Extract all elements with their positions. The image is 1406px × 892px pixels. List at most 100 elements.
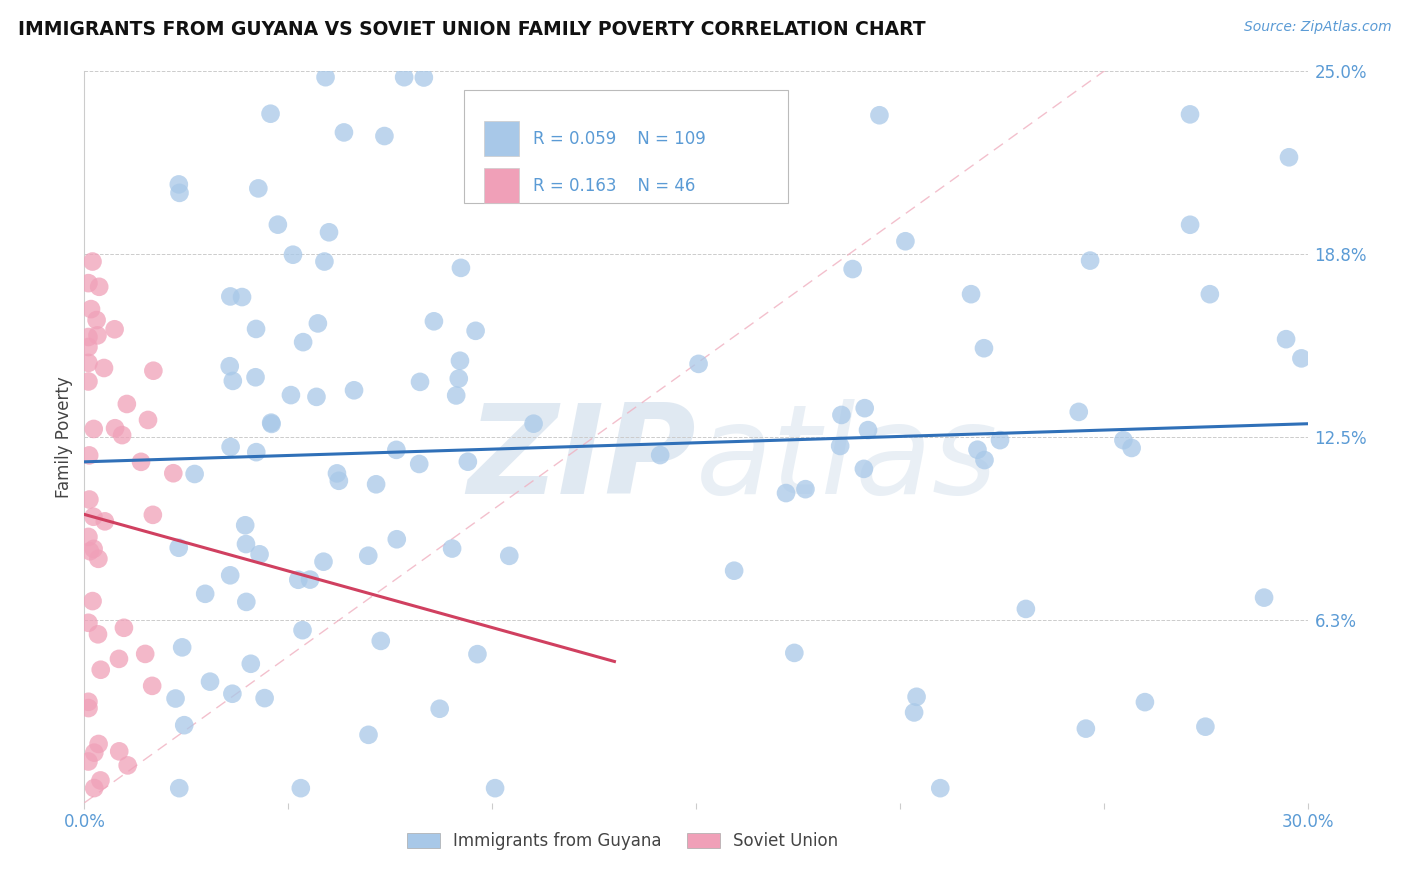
Point <box>79 492 101 507</box>
Point <box>259 106 281 120</box>
Point <box>239 657 262 671</box>
Point <box>449 353 471 368</box>
Point <box>894 234 917 248</box>
Point <box>77 615 100 630</box>
Text: atlas: atlas <box>696 399 998 519</box>
Point <box>245 370 267 384</box>
Point <box>280 388 302 402</box>
Point <box>853 401 876 416</box>
Point <box>129 455 152 469</box>
Text: R = 0.163    N = 46: R = 0.163 N = 46 <box>533 177 696 194</box>
Point <box>77 701 100 715</box>
Point <box>165 691 187 706</box>
Point <box>167 178 190 192</box>
Point <box>1074 722 1097 736</box>
Text: ZIP: ZIP <box>467 399 696 519</box>
Point <box>77 340 100 354</box>
Point <box>775 486 797 500</box>
Point <box>312 555 335 569</box>
Point <box>249 547 271 561</box>
Point <box>142 508 165 522</box>
Point <box>173 718 195 732</box>
Point <box>94 514 117 528</box>
Point <box>219 440 242 454</box>
Point <box>77 530 100 544</box>
Point <box>1278 150 1301 164</box>
Point <box>87 627 110 641</box>
Point <box>973 453 995 467</box>
Point <box>142 364 165 378</box>
Point <box>291 623 314 637</box>
Point <box>1275 332 1298 346</box>
Point <box>1078 253 1101 268</box>
Text: Source: ZipAtlas.com: Source: ZipAtlas.com <box>1244 20 1392 34</box>
Point <box>77 695 100 709</box>
Point <box>318 225 340 239</box>
Text: IMMIGRANTS FROM GUYANA VS SOVIET UNION FAMILY POVERTY CORRELATION CHART: IMMIGRANTS FROM GUYANA VS SOVIET UNION F… <box>18 20 927 38</box>
Point <box>1121 441 1143 455</box>
Point <box>299 573 322 587</box>
Point <box>315 70 337 85</box>
Point <box>222 374 245 388</box>
Point <box>183 467 205 481</box>
Point <box>1194 720 1216 734</box>
Point <box>988 433 1011 447</box>
Point <box>364 477 387 491</box>
Point <box>373 129 395 144</box>
Point <box>447 371 470 385</box>
FancyBboxPatch shape <box>484 121 519 156</box>
Point <box>441 541 464 556</box>
Point <box>247 181 270 195</box>
Point <box>903 706 925 720</box>
Point <box>370 634 392 648</box>
Point <box>77 375 100 389</box>
Point <box>83 422 105 436</box>
Point <box>86 313 108 327</box>
Point <box>869 108 891 122</box>
Point <box>1178 107 1201 121</box>
Point <box>1198 287 1220 301</box>
Point <box>233 518 256 533</box>
Point <box>218 359 240 374</box>
Point <box>856 423 879 437</box>
Point <box>235 595 257 609</box>
Point <box>77 356 100 370</box>
Point <box>167 541 190 555</box>
Point <box>444 388 467 402</box>
Point <box>1253 591 1275 605</box>
FancyBboxPatch shape <box>464 90 787 203</box>
Point <box>235 537 257 551</box>
Point <box>343 384 366 398</box>
Point <box>498 549 520 563</box>
Point <box>457 455 479 469</box>
Point <box>169 186 191 200</box>
Point <box>104 421 127 435</box>
Text: R = 0.059    N = 109: R = 0.059 N = 109 <box>533 130 706 148</box>
Point <box>253 691 276 706</box>
Point <box>409 375 432 389</box>
Point <box>429 702 451 716</box>
Point <box>82 509 104 524</box>
Point <box>198 674 221 689</box>
Point <box>267 218 290 232</box>
Point <box>167 781 190 796</box>
Point <box>1178 218 1201 232</box>
Point <box>841 262 863 277</box>
Point <box>231 290 253 304</box>
Y-axis label: Family Poverty: Family Poverty <box>55 376 73 498</box>
Point <box>357 728 380 742</box>
Point <box>245 445 267 459</box>
Point <box>82 254 104 268</box>
Point <box>1015 602 1038 616</box>
Point <box>467 647 489 661</box>
Point <box>412 70 434 85</box>
Point <box>172 640 194 655</box>
Point <box>305 390 328 404</box>
Point <box>117 758 139 772</box>
Point <box>423 314 446 328</box>
Point <box>89 280 111 294</box>
Point <box>966 442 988 457</box>
Point <box>292 335 315 350</box>
Point <box>77 330 100 344</box>
Point <box>385 442 408 457</box>
